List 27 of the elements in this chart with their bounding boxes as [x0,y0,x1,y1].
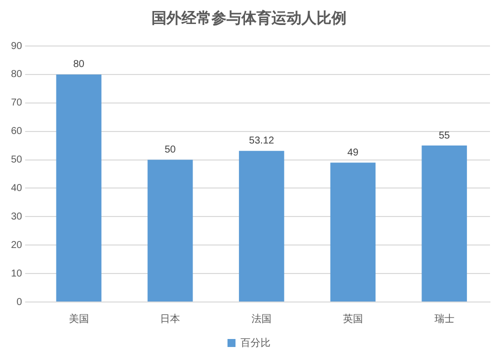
data-label: 50 [164,144,176,156]
y-tick-label: 20 [11,240,23,251]
y-tick-label: 80 [11,69,23,80]
y-tick-label: 50 [11,154,23,166]
x-tick-label: 日本 [160,312,180,325]
y-tick-label: 40 [11,182,23,194]
chart-title: 国外经常参与体育运动人比例 [152,9,346,28]
x-tick-label: 法国 [252,312,272,325]
bar [148,160,193,302]
y-tick-label: 10 [11,268,23,280]
legend-label: 百分比 [240,336,270,349]
y-tick-label: 60 [11,126,23,138]
bar [330,162,376,302]
bar [422,146,467,302]
y-tick-label: 30 [11,211,23,222]
data-label: 80 [73,59,85,70]
x-tick-label: 英国 [342,312,363,325]
x-tick-label: 美国 [68,312,89,325]
y-tick-label: 0 [16,296,23,308]
data-label: 53.12 [249,136,275,147]
data-label: 49 [347,147,359,158]
x-tick-label: 瑞士 [434,312,454,325]
bar [238,150,284,302]
y-tick-label: 70 [11,98,23,109]
bar [56,74,102,302]
data-label: 55 [438,130,450,142]
y-tick-label: 90 [11,40,23,52]
